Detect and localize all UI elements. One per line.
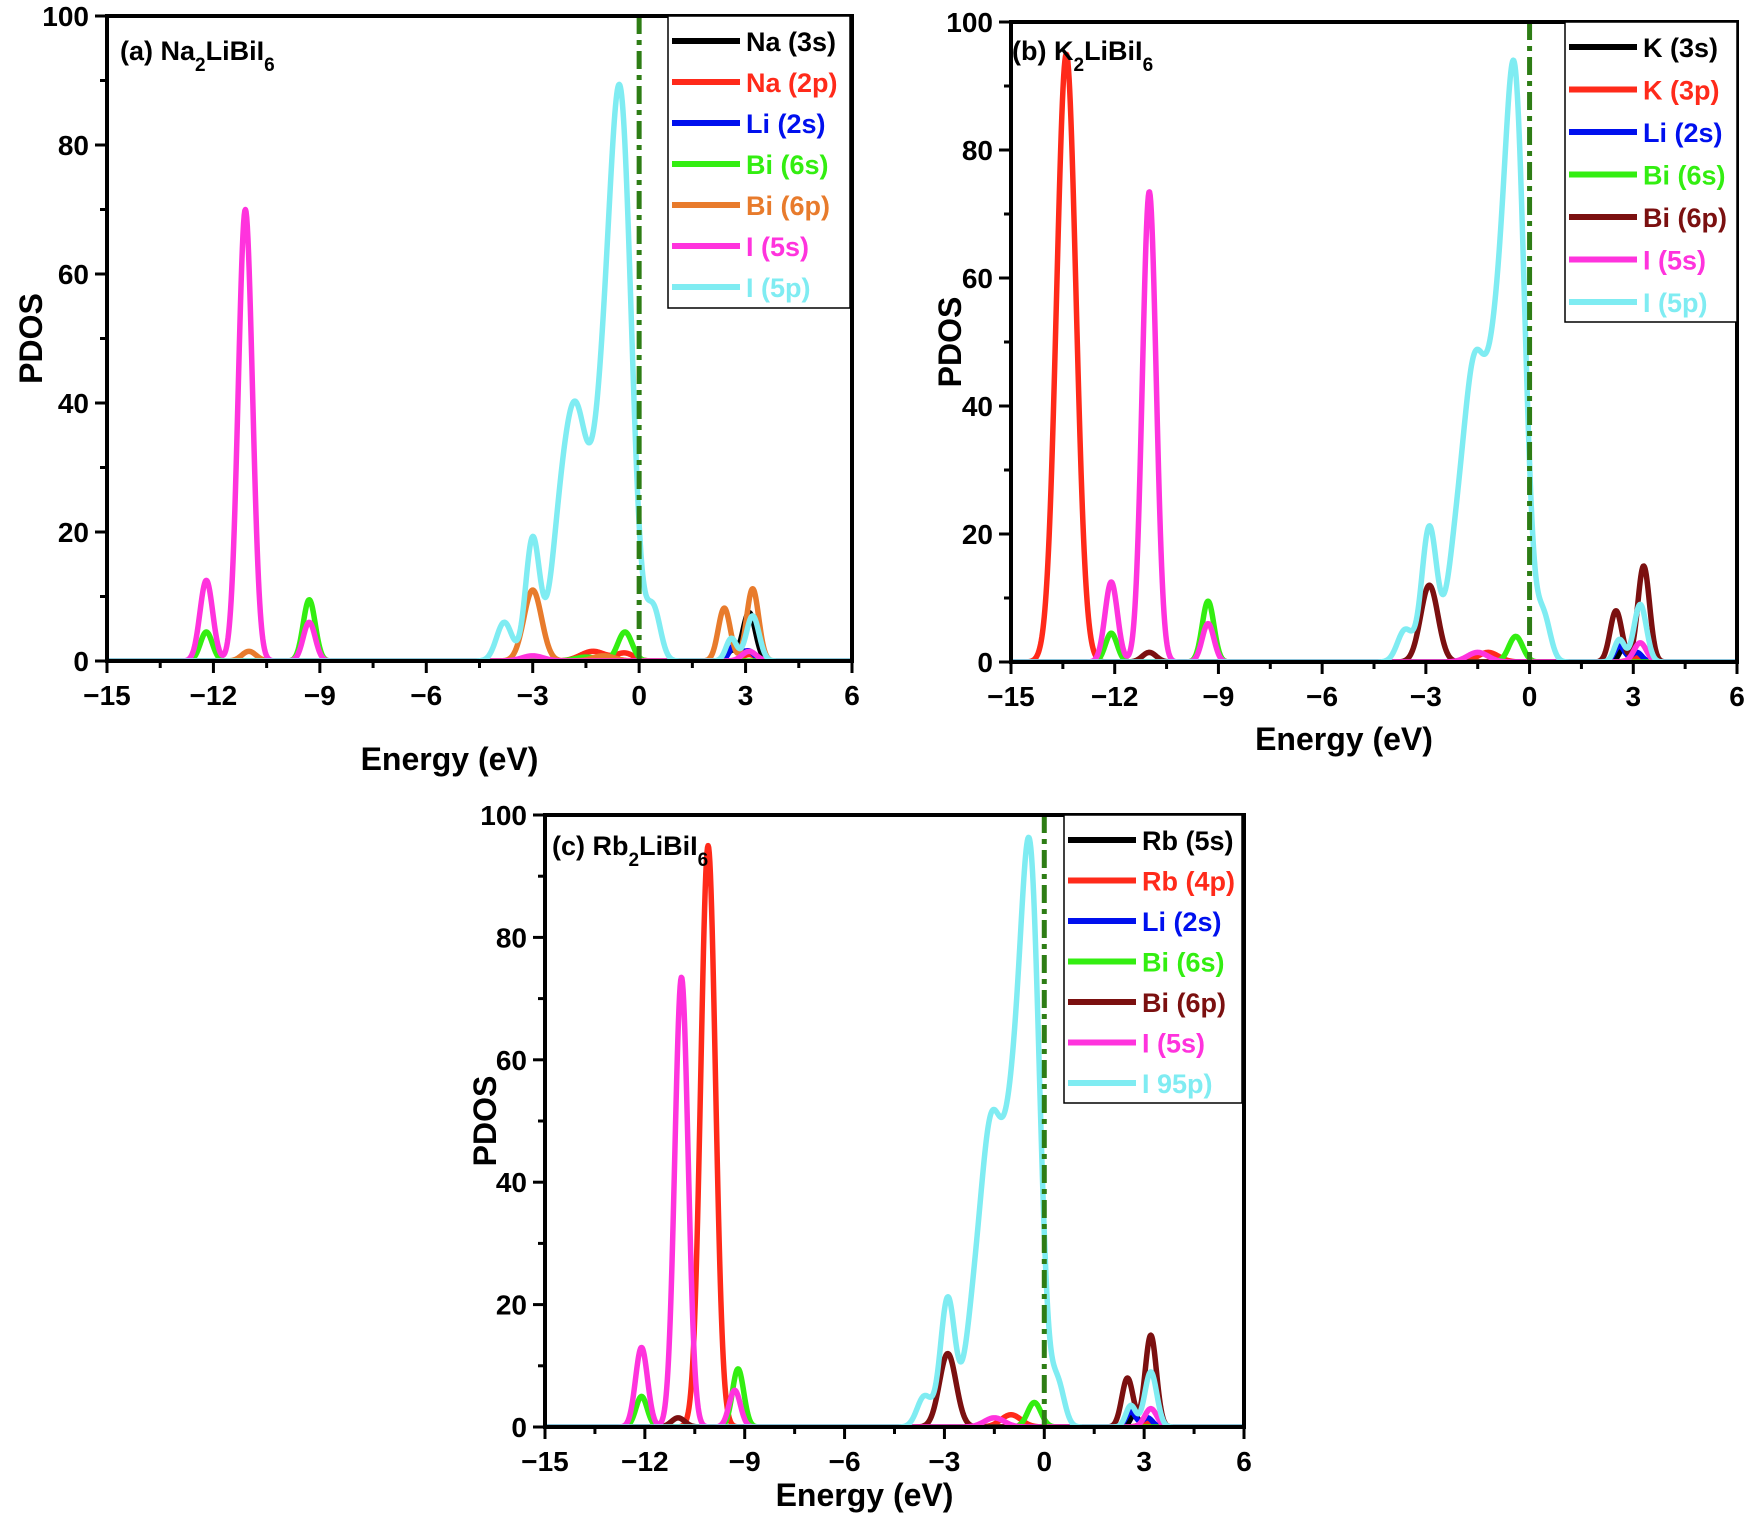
y-tick-label: 20 [58, 517, 89, 548]
series-line-k-3s [1011, 646, 1737, 662]
x-tick-label: 3 [1625, 681, 1641, 712]
x-tick-label: −12 [1091, 681, 1139, 712]
legend-label: Na (2p) [746, 68, 838, 98]
legend-label: Bi (6p) [1142, 988, 1226, 1018]
title-subscript: 2 [1073, 55, 1084, 76]
panel-title: (c) Rb2LiBiI6 [552, 831, 708, 871]
legend-label: K (3s) [1643, 33, 1718, 63]
title-subscript: 2 [629, 850, 640, 871]
series-line-rb-5s [545, 1412, 1244, 1427]
legend-label: Rb (5s) [1142, 826, 1234, 856]
y-tick-label: 80 [58, 130, 89, 161]
y-tick-label: 40 [962, 391, 993, 422]
y-tick-label: 40 [496, 1167, 527, 1198]
title-subscript: 6 [264, 55, 275, 76]
legend-label: Rb (4p) [1142, 867, 1235, 897]
x-axis-label: Energy (eV) [361, 741, 539, 777]
y-tick-label: 60 [496, 1045, 527, 1076]
y-tick-label: 80 [962, 135, 993, 166]
legend-label: I (5s) [1643, 246, 1706, 276]
x-tick-label: −12 [621, 1446, 669, 1477]
legend-label: Li (2s) [1142, 907, 1222, 937]
legend-label: Na (3s) [746, 27, 836, 57]
panel-title: (a) Na2LiBiI6 [120, 36, 275, 76]
x-tick-label: −12 [190, 680, 238, 711]
x-tick-label: −3 [928, 1446, 960, 1477]
legend-label: Bi (6s) [1643, 161, 1726, 191]
legend-label: Bi (6p) [746, 191, 830, 221]
legend-label: K (3p) [1643, 76, 1720, 106]
title-text: K [1054, 36, 1074, 66]
y-tick-label: 60 [962, 263, 993, 294]
y-tick-label: 100 [946, 7, 993, 38]
y-tick-label: 20 [496, 1290, 527, 1321]
legend-label: Li (2s) [746, 109, 826, 139]
legend-label: I (5s) [1142, 1029, 1205, 1059]
legend: K (3s) K (3p) Li (2s) Bi (6s) Bi (6p) I (5s) I… [1564, 21, 1738, 323]
title-text: Rb [593, 831, 629, 861]
y-tick-label: 100 [42, 1, 89, 32]
x-tick-label: −9 [729, 1446, 761, 1477]
y-tick-label: 0 [511, 1412, 527, 1443]
y-tick-label: 0 [977, 647, 993, 678]
legend: Na (3s) Na (2p) Li (2s) Bi (6s) Bi (6p) I (5s… [667, 15, 851, 309]
x-tick-label: 6 [1729, 681, 1745, 712]
x-tick-label: −9 [304, 680, 336, 711]
legend-label: Bi (6p) [1643, 203, 1727, 233]
x-tick-label: 6 [844, 680, 860, 711]
x-axis-label: Energy (eV) [776, 1477, 954, 1513]
x-tick-label: −15 [83, 680, 131, 711]
y-tick-label: 0 [73, 646, 89, 677]
panel-label: (a) [120, 36, 161, 66]
y-tick-label: 80 [496, 922, 527, 953]
legend-label: Li (2s) [1643, 118, 1723, 148]
title-subscript: 2 [195, 55, 206, 76]
title-text: LiBiI [639, 831, 698, 861]
panel-label: (b) [1012, 36, 1054, 66]
legend-label: I 95p) [1142, 1069, 1213, 1099]
legend: Rb (5s) Rb (4p) Li (2s) Bi (6s) Bi (6p) I (5s… [1063, 814, 1243, 1104]
y-tick-label: 20 [962, 519, 993, 550]
title-text: LiBiI [206, 36, 265, 66]
x-tick-label: 3 [1136, 1446, 1152, 1477]
title-subscript: 6 [698, 850, 709, 871]
x-tick-label: −9 [1202, 681, 1234, 712]
panel-label: (c) [552, 831, 593, 861]
y-tick-label: 100 [480, 800, 527, 831]
x-tick-label: −3 [517, 680, 549, 711]
legend-label: Bi (6s) [746, 150, 829, 180]
x-tick-label: −6 [1306, 681, 1338, 712]
x-tick-label: −3 [1410, 681, 1442, 712]
title-subscript: 6 [1143, 55, 1154, 76]
y-tick-label: 60 [58, 259, 89, 290]
panel-title: (b) K2LiBiI6 [1012, 36, 1153, 76]
y-axis-label: PDOS [467, 1076, 503, 1167]
y-tick-label: 40 [58, 388, 89, 419]
x-axis-label: Energy (eV) [1255, 721, 1433, 757]
x-tick-label: 3 [738, 680, 754, 711]
x-tick-label: 0 [631, 680, 647, 711]
legend-label: I (5p) [746, 273, 811, 303]
x-tick-label: −15 [521, 1446, 569, 1477]
y-axis-label: PDOS [13, 293, 49, 384]
x-tick-label: 0 [1522, 681, 1538, 712]
x-tick-label: −15 [987, 681, 1035, 712]
legend-label: I (5s) [746, 232, 809, 262]
y-axis-label: PDOS [932, 297, 968, 388]
series-line-li-2s [107, 641, 852, 661]
legend-label: Bi (6s) [1142, 948, 1225, 978]
title-text: LiBiI [1084, 36, 1143, 66]
title-text: Na [161, 36, 196, 66]
x-tick-label: 6 [1236, 1446, 1252, 1477]
x-tick-label: 0 [1036, 1446, 1052, 1477]
x-tick-label: −6 [829, 1446, 861, 1477]
legend-label: I (5p) [1643, 288, 1708, 318]
x-tick-label: −6 [410, 680, 442, 711]
